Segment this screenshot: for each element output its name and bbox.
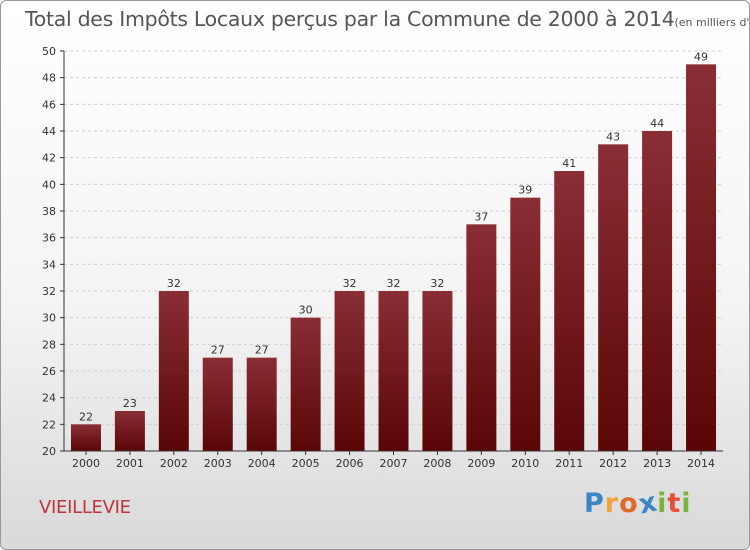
y-tick-label: 32 xyxy=(42,285,56,298)
bar xyxy=(642,131,673,451)
y-tick-label: 42 xyxy=(42,152,56,165)
y-tick-label: 40 xyxy=(42,178,56,191)
bar xyxy=(686,64,717,452)
bar-value-label: 43 xyxy=(606,130,620,143)
bar-value-label: 37 xyxy=(474,210,488,223)
x-tick-label: 2004 xyxy=(248,457,276,470)
x-tick-label: 2005 xyxy=(292,457,320,470)
x-tick-label: 2003 xyxy=(204,457,232,470)
bar-value-label: 27 xyxy=(211,344,225,357)
bar-value-label: 44 xyxy=(650,117,664,130)
y-tick-label: 30 xyxy=(42,312,56,325)
bar-value-label: 32 xyxy=(167,277,181,290)
bars: 22 23 32 27 27 30 32 32 32 37 39 41 43 44 49 xyxy=(70,50,717,452)
x-tick-label: 2014 xyxy=(687,457,715,470)
y-tick-label: 22 xyxy=(42,418,56,431)
x-tick-label: 2007 xyxy=(380,457,408,470)
x-tick-label: 2000 xyxy=(72,457,100,470)
y-tick-label: 24 xyxy=(42,392,56,405)
y-tick-label: 20 xyxy=(42,445,56,458)
bar-value-label: 41 xyxy=(562,157,576,170)
y-tick-label: 26 xyxy=(42,365,56,378)
bar xyxy=(158,291,189,451)
x-tick-label: 2006 xyxy=(336,457,364,470)
x-tick-label: 2011 xyxy=(555,457,583,470)
logo-letter: i xyxy=(657,488,668,519)
y-tick-label: 48 xyxy=(42,72,56,85)
y-tick-label: 36 xyxy=(42,232,56,245)
x-tick-label: 2013 xyxy=(643,457,671,470)
bar xyxy=(510,197,541,451)
x-tick-label: 2001 xyxy=(116,457,144,470)
y-tick-label: 46 xyxy=(42,98,56,111)
chart-title: Total des Impôts Locaux perçus par la Co… xyxy=(25,7,750,31)
logo-letter: r xyxy=(604,488,620,519)
bar xyxy=(290,317,321,451)
y-tick-label: 44 xyxy=(42,125,56,138)
bar xyxy=(378,291,409,451)
x-tick-label: 2008 xyxy=(423,457,451,470)
chart-title-text: Total des Impôts Locaux perçus par la Co… xyxy=(25,7,675,31)
y-tick-label: 34 xyxy=(42,258,56,271)
y-tick-label: 28 xyxy=(42,338,56,351)
x-tick-label: 2009 xyxy=(467,457,495,470)
logo-letter: t xyxy=(667,488,682,519)
x-tick-label: 2012 xyxy=(599,457,627,470)
bar-value-label: 32 xyxy=(343,277,357,290)
bar-value-label: 23 xyxy=(123,397,137,410)
x-tick-label: 2010 xyxy=(511,457,539,470)
axes: 20 22 24 26 28 30 32 34 36 38 40 42 44 46 48 50 2000 2001… xyxy=(42,45,723,470)
bar-value-label: 49 xyxy=(694,50,708,63)
bar-value-label: 32 xyxy=(387,277,401,290)
bar-value-label: 39 xyxy=(518,184,532,197)
bar xyxy=(554,171,585,451)
bar xyxy=(202,357,233,451)
y-tick-label: 50 xyxy=(42,45,56,58)
bar xyxy=(466,224,497,451)
bar xyxy=(334,291,365,451)
bar-value-label: 27 xyxy=(255,344,269,357)
logo-letter: P xyxy=(584,488,605,519)
bar xyxy=(422,291,453,451)
commune-name: VIEILLEVIE xyxy=(39,497,131,518)
y-tick-label: 38 xyxy=(42,205,56,218)
bar-value-label: 30 xyxy=(299,304,313,317)
bar-value-label: 32 xyxy=(430,277,444,290)
logo-letter: i xyxy=(681,488,692,519)
proxiti-logo: Proxiti xyxy=(584,486,692,520)
bar xyxy=(598,144,629,452)
logo-letter: o xyxy=(619,488,639,519)
x-tick-label: 2002 xyxy=(160,457,188,470)
bar xyxy=(114,411,145,451)
bar xyxy=(70,424,101,451)
bar-value-label: 22 xyxy=(79,410,93,423)
chart-title-unit: (en milliers d'€) xyxy=(674,16,750,29)
bar xyxy=(246,357,277,451)
